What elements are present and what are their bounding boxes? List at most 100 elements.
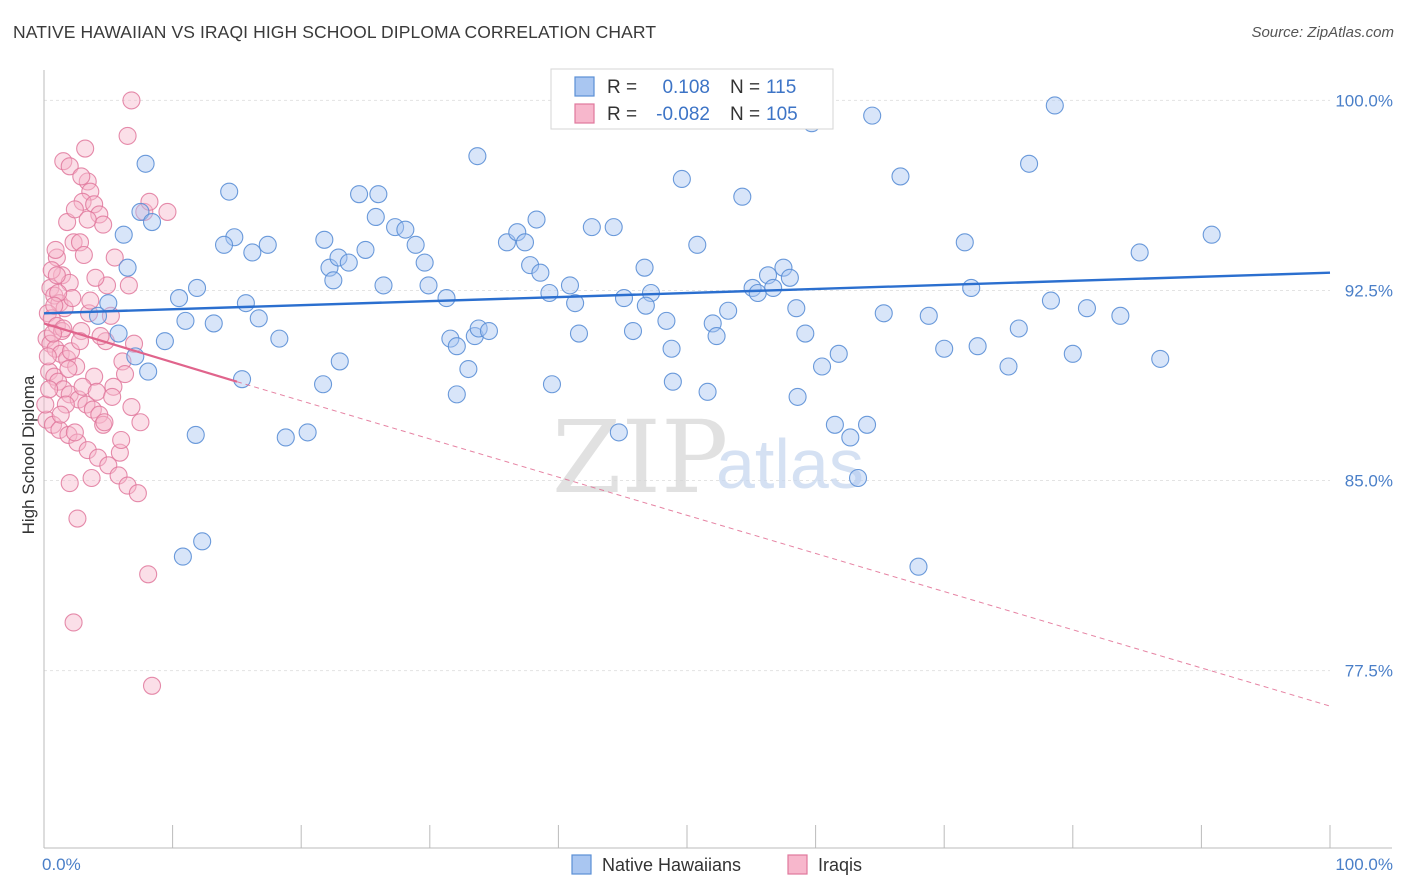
native-hawaiians-point [582,218,601,237]
iraqis-point [65,200,84,219]
native-hawaiians-point [566,294,585,313]
iraqis-point [56,395,75,414]
native-hawaiians-point [515,233,535,252]
native-hawaiians-point [672,169,691,189]
iraqis-point [40,380,59,399]
iraqis-point [73,192,92,211]
iraqis-point [63,289,82,308]
native-hawaiians-point [604,218,623,237]
bottom-legend-swatch-native-hawaiians [571,854,592,875]
iraqis-point [128,484,147,503]
native-hawaiians-point [468,147,487,166]
native-hawaiians-point [1041,291,1060,310]
chart-title: NATIVE HAWAIIAN VS IRAQI HIGH SCHOOL DIP… [13,22,657,42]
iraqis-point [94,215,113,234]
y-tick-label: 85.0% [1345,472,1393,491]
iraqis-point [158,202,177,221]
native-hawaiians-point [136,154,155,173]
native-hawaiians-point [225,228,244,247]
native-hawaiians-point [1111,306,1130,325]
watermark: ZIP atlas [552,399,864,516]
native-hawaiians-point [118,258,137,277]
iraqis-point [74,245,93,265]
watermark-zip: ZIP [552,399,728,516]
iraqis-point [131,413,150,432]
legend-n-value-iraqis: 105 [766,104,798,125]
iraqis-point [82,468,101,488]
native-hawaiians-point [186,425,205,444]
iraqis-point [51,405,70,424]
native-hawaiians-point [339,253,358,272]
iraqis-point [85,195,104,214]
native-hawaiians-point [848,468,868,488]
y-tick-label: 77.5% [1345,662,1393,681]
iraqis-point [119,276,138,295]
native-hawaiians-point [139,362,158,381]
iraqis-point [46,240,65,259]
iraqis-point [78,210,97,229]
iraqis-point [47,266,66,285]
bottom-legend: Native Hawaiians Iraqis [571,854,862,875]
iraqis-point [122,91,141,110]
native-hawaiians-point [527,210,546,229]
native-hawaiians-point [540,283,559,303]
native-hawaiians-point [350,185,369,204]
native-hawaiians-point [187,278,207,297]
iraqis-point [46,339,65,358]
native-hawaiians-point [1077,299,1096,318]
iraqis-trend-line-extension [236,381,1331,707]
native-hawaiians-point [748,283,767,303]
native-hawaiians-point [249,309,268,328]
native-hawaiians-point [698,382,717,401]
legend-swatch-iraqis [574,103,595,124]
native-hawaiians-point [688,235,707,254]
native-hawaiians-point [909,557,928,576]
iraqis-point [140,192,159,211]
iraqis-point [122,397,141,417]
native-hawaiians-point [787,299,806,318]
iraqis-point [118,126,137,145]
native-hawaiians-trend-line [43,271,1331,315]
native-hawaiians-point [857,415,877,434]
legend-r-label: R = [607,77,637,98]
native-hawaiians-point [812,357,832,376]
native-hawaiians-point [841,428,860,447]
native-hawaiians-point [733,187,752,206]
legend-n-label: N = [730,77,760,98]
iraqis-point [60,474,79,493]
native-hawaiians-point [369,185,388,204]
iraqis-point [142,676,162,695]
native-hawaiians-point [657,311,676,330]
legend-swatch-native-hawaiians [574,76,595,97]
native-hawaiians-point [447,385,466,404]
native-hawaiians-point [419,276,438,295]
iraqis-point [38,347,57,366]
iraqis-point [61,342,81,361]
bottom-legend-label-native-hawaiians: Native Hawaiians [602,855,741,875]
iraqis-point [87,382,106,401]
iraqis-point [70,332,90,351]
native-hawaiians-point [1045,96,1064,115]
native-hawaiians-point [270,329,289,348]
native-hawaiians-point [999,357,1018,376]
y-tick-label: 100.0% [1335,91,1393,110]
native-hawaiians-point [531,263,550,282]
native-hawaiians-point [114,225,133,244]
native-hawaiians-point [968,337,987,356]
tick-labels: 100.0% 92.5% 85.0% 77.5% 0.0% 100.0% [42,91,1393,874]
iraqis-point [103,387,122,406]
iraqis-point [64,233,83,252]
native-hawaiians-point [298,423,317,442]
native-hawaiians-point [459,359,478,379]
iraqis-point [81,291,100,310]
native-hawaiians-point [173,547,192,566]
native-hawaiians-point [635,258,654,277]
native-hawaiians-point [788,387,807,406]
native-hawaiians-point [356,240,375,259]
x-tick-label-max: 100.0% [1335,855,1393,874]
iraqis-point [118,476,137,495]
iraqis-trend-line [43,322,238,383]
legend-r-value-iraqis: -0.082 [656,104,710,125]
native-hawaiians-point [609,423,628,442]
